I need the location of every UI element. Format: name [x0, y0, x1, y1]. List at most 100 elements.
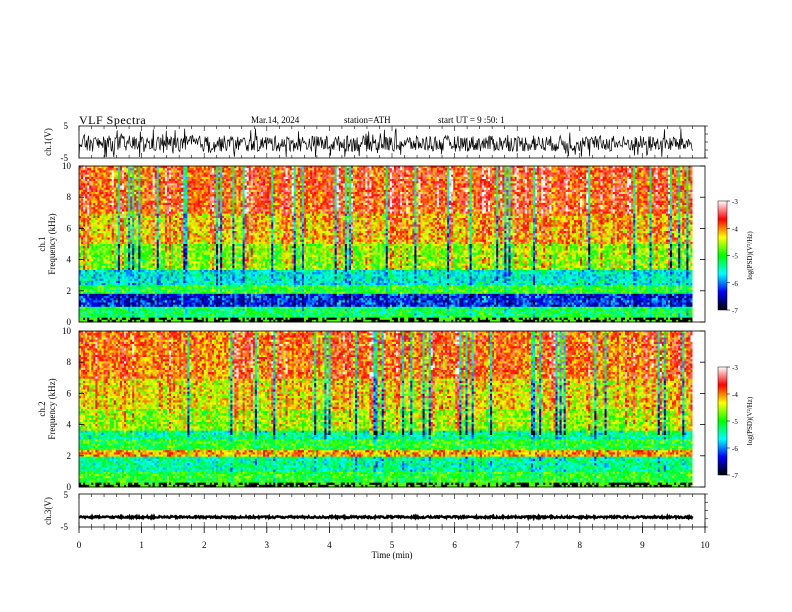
- spectrogram-cell: [249, 170, 251, 173]
- spectrogram-cell: [224, 170, 226, 173]
- spectrogram-cell: [257, 168, 259, 171]
- spectrogram-cell: [179, 173, 181, 176]
- spectrogram-cell: [598, 170, 600, 173]
- spectrogram-cell: [408, 170, 410, 173]
- spectrogram-cell: [584, 170, 586, 173]
- spectrogram-cell: [641, 173, 643, 176]
- spectrogram-cell: [255, 170, 257, 173]
- spectrogram-cell: [470, 168, 472, 171]
- spectrogram-cell: [357, 168, 359, 171]
- spectrogram-cell: [337, 173, 339, 176]
- spectrogram-cell: [304, 168, 306, 171]
- spectrogram-cell: [496, 173, 498, 176]
- spectrogram-cell: [355, 168, 357, 171]
- spectrogram-cell: [106, 170, 108, 173]
- spectrogram-cell: [423, 168, 425, 171]
- spectrogram-cell: [165, 173, 167, 176]
- spectrogram-cell: [451, 170, 453, 173]
- spectrogram-cell: [576, 170, 578, 173]
- spectrogram-cell: [267, 173, 269, 176]
- spectrogram-cell: [337, 168, 339, 171]
- spectrogram-cell: [421, 168, 423, 171]
- spectrogram-cell: [320, 170, 322, 173]
- spectrogram-cell: [482, 168, 484, 171]
- spectrogram-cell: [558, 170, 560, 173]
- spectrogram-cell: [122, 168, 124, 171]
- spectrogram-cell: [281, 168, 283, 171]
- spectrogram-cell: [578, 168, 580, 171]
- spectrogram-cell: [521, 170, 523, 173]
- spectrogram-cell: [261, 168, 263, 171]
- spectrogram-cell: [416, 173, 418, 176]
- spectrogram-cell: [290, 173, 292, 176]
- spectrogram-cell: [384, 168, 386, 171]
- spectrogram-cell: [527, 173, 529, 176]
- spectrogram-cell: [93, 170, 95, 173]
- spectrogram-cell: [177, 173, 179, 176]
- spectrogram-cell: [656, 173, 658, 176]
- spectrogram-cell: [97, 170, 99, 173]
- spectrogram-cell: [650, 170, 652, 173]
- spectrogram-cell: [110, 173, 112, 176]
- spectrogram-cell: [541, 170, 543, 173]
- spectrogram-cell: [451, 173, 453, 176]
- spectrogram-cell: [519, 170, 521, 173]
- spectrogram-cell: [333, 170, 335, 173]
- spectrogram-cell: [169, 168, 171, 171]
- spectrogram-cell: [326, 170, 328, 173]
- spectrogram-cell: [465, 168, 467, 171]
- spectrogram-cell: [535, 170, 537, 173]
- spectrogram-cell: [177, 170, 179, 173]
- spectrogram-cell: [104, 173, 106, 176]
- spectrogram-cell: [380, 168, 382, 171]
- spectrogram-cell: [598, 173, 600, 176]
- spectrogram-cell: [316, 168, 318, 171]
- spectrogram-cell: [494, 173, 496, 176]
- spectrogram-cell: [564, 168, 566, 171]
- spectrogram-cell: [498, 168, 500, 171]
- spectrogram-cell: [609, 168, 611, 171]
- spectrogram-cell: [89, 168, 91, 171]
- spectrogram-cell: [560, 170, 562, 173]
- spectrogram-cell: [376, 170, 378, 173]
- spectrogram-cell: [396, 168, 398, 171]
- spectrogram-cell: [126, 170, 128, 173]
- spectrogram-cell: [652, 170, 654, 173]
- spectrogram-cell: [488, 168, 490, 171]
- spectrogram-cell: [138, 168, 140, 171]
- spectrogram-cell: [607, 173, 609, 176]
- spectrogram-cell: [576, 168, 578, 171]
- spectrogram-cell: [175, 170, 177, 173]
- spectrogram-cell: [654, 173, 656, 176]
- spectrogram-cell: [357, 170, 359, 173]
- spectrogram-cell: [549, 173, 551, 176]
- spectrogram-cell: [474, 173, 476, 176]
- spectrogram-cell: [326, 173, 328, 176]
- spectrogram-cell: [261, 170, 263, 173]
- spectrogram-cell: [87, 170, 89, 173]
- spectrogram-cell: [159, 170, 161, 173]
- spectrogram-cell: [93, 168, 95, 171]
- spectrogram-cell: [151, 170, 153, 173]
- spectrogram-cell: [416, 168, 418, 171]
- spectrogram-cell: [603, 168, 605, 171]
- spectrogram-cell: [198, 168, 200, 171]
- spectrogram-cell: [621, 168, 623, 171]
- spectrogram-cell: [592, 173, 594, 176]
- spectrogram-cell: [629, 173, 631, 176]
- spectrogram-cell: [85, 173, 87, 176]
- spectrogram-cell: [101, 168, 103, 171]
- spectrogram-cell: [600, 170, 602, 173]
- spectrogram-cell: [529, 170, 531, 173]
- spectrogram-cell: [549, 168, 551, 171]
- spectrogram-cell: [198, 170, 200, 173]
- spectrogram-cell: [488, 173, 490, 176]
- spectrogram-cell: [582, 170, 584, 173]
- spectrogram-cell: [189, 168, 191, 171]
- spectrogram-cell: [433, 168, 435, 171]
- spectrogram-cell: [652, 168, 654, 171]
- spectrogram-cell: [684, 170, 686, 173]
- spectrogram-cell: [523, 170, 525, 173]
- spectrogram-cell: [310, 173, 312, 176]
- spectrogram-cell: [492, 170, 494, 173]
